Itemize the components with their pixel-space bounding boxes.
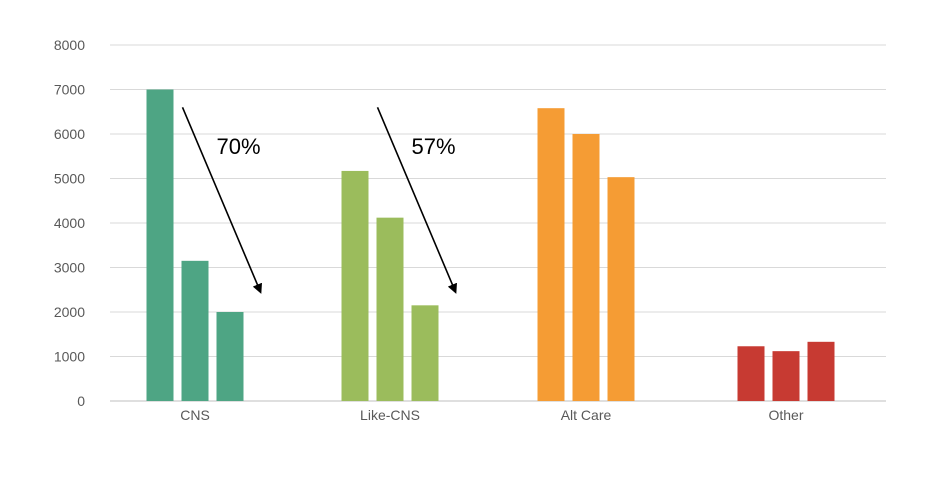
y-tick-label: 2000 xyxy=(54,304,85,320)
x-category-label: Other xyxy=(768,407,803,423)
percent-annotation: 57% xyxy=(412,134,456,159)
y-tick-label: 3000 xyxy=(54,260,85,276)
y-tick-label: 4000 xyxy=(54,215,85,231)
percent-annotation: 70% xyxy=(217,134,261,159)
y-tick-label: 5000 xyxy=(54,171,85,187)
trend-arrow xyxy=(376,106,457,294)
bar-like-cns-3 xyxy=(411,305,439,401)
bar-other-1 xyxy=(737,346,765,401)
bar-alt-care-2 xyxy=(572,134,600,401)
trend-arrow xyxy=(181,106,262,294)
y-axis-ticks: 0 1000 2000 3000 4000 5000 6000 7000 8000 xyxy=(54,37,85,409)
bar-alt-care-3 xyxy=(607,177,635,401)
y-tick-label: 6000 xyxy=(54,126,85,142)
x-axis-categories: CNS Like-CNS Alt Care Other xyxy=(180,407,804,423)
bar-cns-1 xyxy=(146,89,174,401)
annotations: 70% 57% xyxy=(181,106,457,294)
bars xyxy=(146,89,835,401)
y-tick-label: 8000 xyxy=(54,37,85,53)
y-tick-label: 1000 xyxy=(54,349,85,365)
bar-other-3 xyxy=(807,341,835,401)
bar-alt-care-1 xyxy=(537,108,565,401)
bar-cns-2 xyxy=(181,260,209,401)
bar-other-2 xyxy=(772,351,800,401)
x-category-label: Like-CNS xyxy=(360,407,420,423)
y-tick-label: 7000 xyxy=(54,82,85,98)
bar-cns-3 xyxy=(216,312,244,401)
y-tick-label: 0 xyxy=(77,393,85,409)
x-category-label: Alt Care xyxy=(561,407,612,423)
bar-like-cns-1 xyxy=(341,170,369,401)
x-category-label: CNS xyxy=(180,407,210,423)
bar-like-cns-2 xyxy=(376,217,404,401)
